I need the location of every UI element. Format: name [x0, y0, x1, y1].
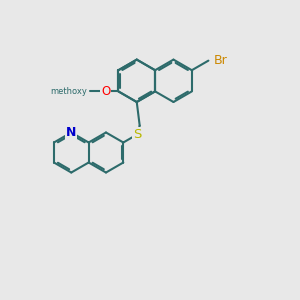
Text: N: N — [66, 126, 76, 139]
Text: S: S — [134, 128, 142, 141]
Text: O: O — [101, 85, 110, 98]
Text: Br: Br — [214, 54, 227, 67]
Text: methoxy: methoxy — [50, 87, 87, 96]
